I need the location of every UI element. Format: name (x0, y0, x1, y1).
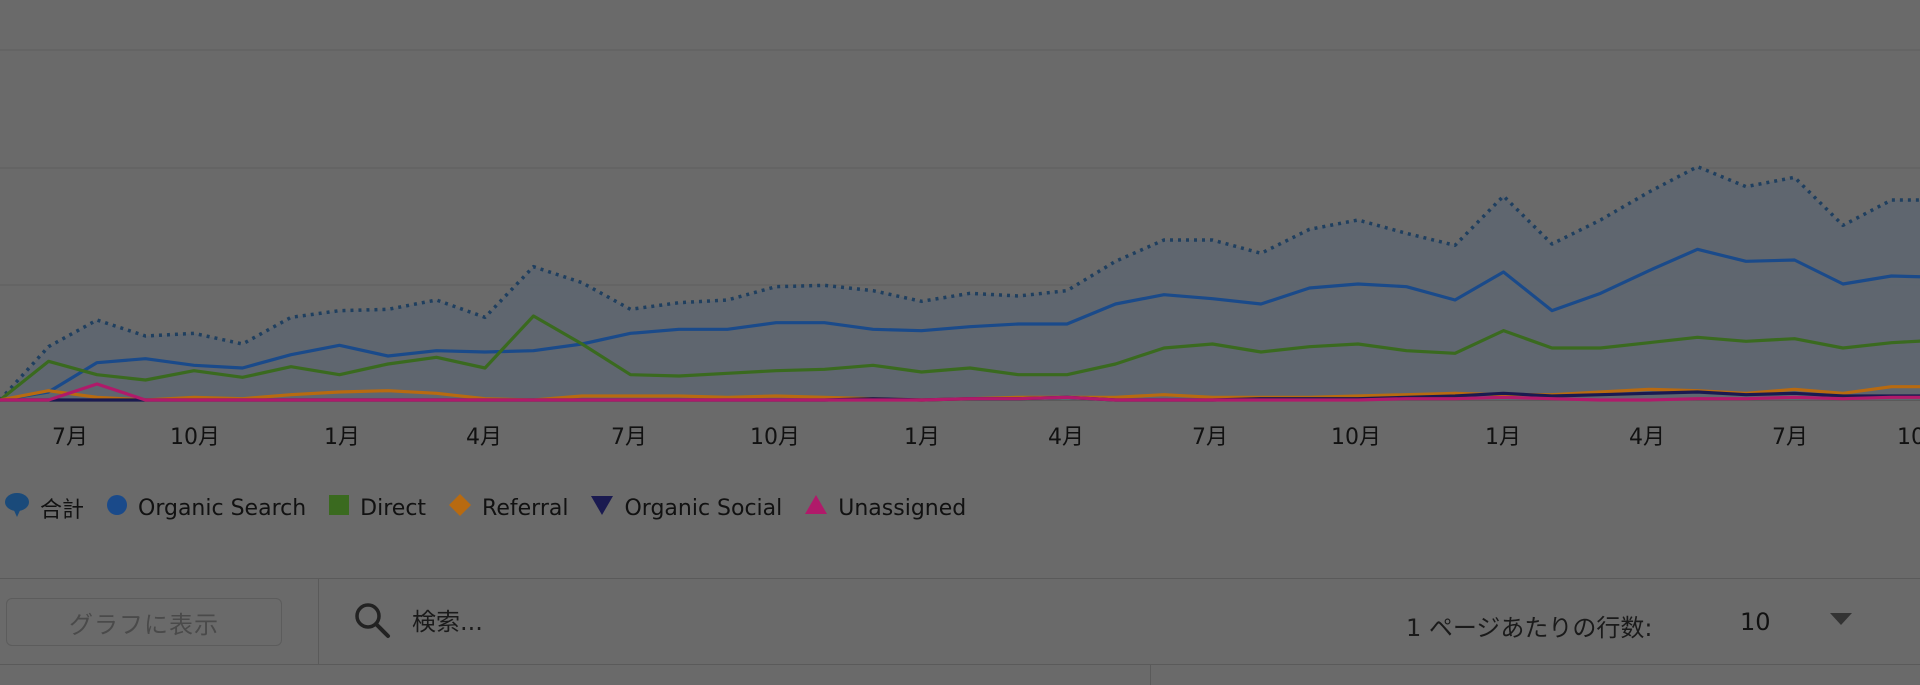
x-tick-label: 10月 (170, 425, 220, 450)
square-icon (328, 494, 350, 522)
triangle-down-icon (590, 494, 614, 522)
x-tick-label: 1月 (1485, 425, 1521, 450)
x-tick-label: 1月 (904, 425, 940, 450)
x-tick-label: 4月 (1048, 425, 1084, 450)
x-tick-label: 7月 (52, 425, 88, 450)
legend-label: Organic Social (624, 495, 783, 521)
legend-item[interactable]: 合計 (4, 492, 84, 524)
show-in-graph-button[interactable]: グラフに表示 (6, 598, 282, 646)
legend-item[interactable]: Organic Social (590, 494, 782, 522)
toolbar-separator (318, 579, 319, 664)
caret-down-icon[interactable] (1830, 612, 1852, 631)
rows-per-page-select[interactable]: 10 (1740, 608, 1771, 636)
x-tick-label: 10月 (1331, 425, 1381, 450)
circle-icon (106, 494, 128, 522)
x-tick-label: 7月 (1192, 425, 1228, 450)
x-tick-label: 4月 (466, 425, 502, 450)
legend-label: Unassigned (838, 495, 967, 521)
divider (0, 664, 1920, 665)
x-tick-label: 7月 (611, 425, 647, 450)
legend-item[interactable]: Organic Search (106, 494, 306, 522)
chart-legend: 合計 Organic Search Direct Referral Organic So… (0, 488, 988, 528)
x-tick-label: 7月 (1772, 425, 1808, 450)
legend-label: 合計 (40, 498, 85, 523)
legend-label: Organic Search (138, 495, 307, 521)
search-box[interactable] (352, 598, 914, 646)
legend-item[interactable]: Referral (448, 493, 568, 523)
x-tick-label: 4月 (1629, 425, 1665, 450)
legend-label: Referral (482, 495, 569, 521)
triangle-up-icon (804, 494, 828, 522)
column-separator (1150, 664, 1151, 685)
total-area (0, 166, 1920, 400)
drop-icon (4, 492, 30, 524)
line-chart: 7月 10月 1月 4月 7月 10月 1月 4月 7月 10月 1月 4月 7月 10月 (0, 49, 1920, 450)
x-tick-label: 10月 (750, 425, 800, 450)
legend-item[interactable]: Unassigned (804, 494, 966, 522)
chart-svg: 7月 10月 1月 4月 7月 10月 1月 4月 7月 10月 1月 4月 7月 10月 (0, 49, 1920, 450)
x-tick-label: 10月 (1897, 425, 1920, 450)
x-tick-label: 1月 (324, 425, 360, 450)
legend-label: Direct (360, 495, 427, 521)
search-input[interactable] (410, 607, 914, 637)
legend-item[interactable]: Direct (328, 494, 426, 522)
divider (0, 578, 1920, 579)
search-icon[interactable] (352, 600, 392, 644)
diamond-icon (448, 493, 472, 523)
rows-per-page-label: 1 ページあたりの行数: (1406, 614, 1653, 642)
